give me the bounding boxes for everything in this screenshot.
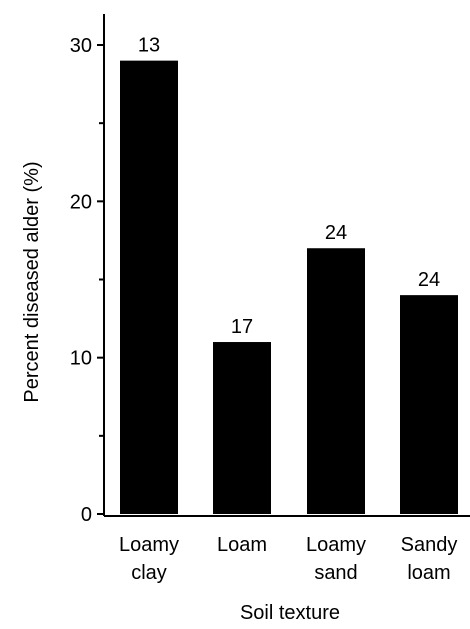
x-tick-label: sand — [314, 562, 357, 584]
bar-data-label: 17 — [231, 316, 253, 338]
y-tick-label: 0 — [81, 504, 92, 526]
bar — [213, 342, 271, 514]
x-tick-label: Loamy — [119, 534, 179, 556]
bar — [120, 60, 178, 515]
bar-data-label: 24 — [418, 269, 440, 291]
x-tick-label: Sandy — [401, 534, 458, 556]
y-tick-label: 30 — [70, 35, 92, 57]
bar — [400, 295, 458, 514]
x-axis-title: Soil texture — [240, 602, 340, 624]
bar-data-label: 24 — [325, 222, 347, 244]
y-tick-label: 20 — [70, 191, 92, 213]
labels-layer: 13 Loamy clay 17 Loam 24 Loamy sand 24 Sandy loam — [119, 35, 457, 584]
y-axis-title: Percent diseased alder (%) — [21, 161, 43, 402]
axes-layer: 0 10 20 30 — [70, 14, 470, 526]
bars-layer — [120, 60, 458, 515]
bar-data-label: 13 — [138, 35, 160, 57]
x-tick-label: Loam — [217, 534, 267, 556]
x-tick-label: clay — [131, 562, 167, 584]
y-tick-label: 10 — [70, 348, 92, 370]
bar — [307, 248, 365, 514]
x-tick-label: Loamy — [306, 534, 366, 556]
x-tick-label: loam — [407, 562, 450, 584]
